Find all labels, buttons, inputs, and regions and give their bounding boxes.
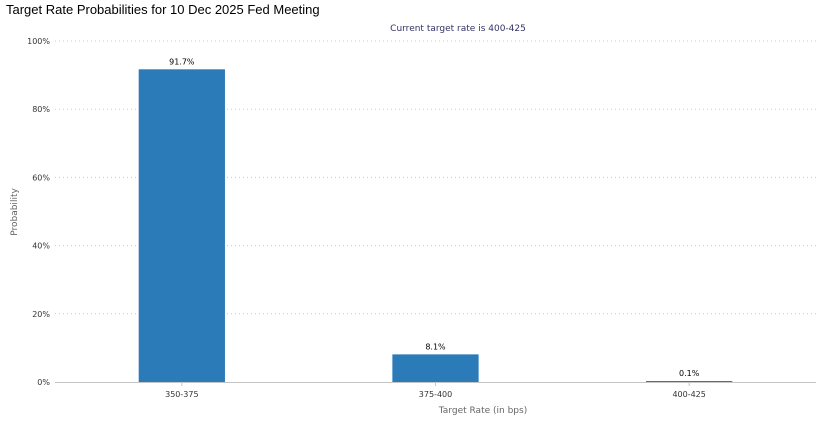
y-tick-label: 0% [37, 378, 50, 387]
bars [138, 69, 733, 382]
chart-title: Target Rate Probabilities for 10 Dec 202… [6, 2, 320, 17]
data-label: 91.7% [169, 57, 195, 66]
x-tick-label: 400-425 [672, 390, 705, 399]
y-tick-label: 20% [32, 310, 50, 319]
y-axis-ticks: 0% 20% 40% 60% 80% 100% [27, 37, 50, 387]
bar-400-425 [646, 381, 733, 382]
x-tick-label: 375-400 [419, 390, 452, 399]
bar-350-375 [138, 69, 225, 382]
data-labels: 91.7% 8.1% 0.1% [169, 57, 700, 378]
data-label: 0.1% [679, 369, 700, 378]
y-axis-title: Probability [10, 188, 20, 236]
data-label: 8.1% [425, 342, 446, 351]
x-axis-title: Target Rate (in bps) [438, 406, 527, 416]
y-tick-label: 100% [27, 37, 50, 46]
y-tick-label: 60% [32, 173, 50, 182]
grid-lines [55, 40, 816, 315]
chart-subtitle: Current target rate is 400-425 [390, 24, 526, 34]
y-tick-label: 80% [32, 105, 50, 114]
x-tick-label: 350-375 [165, 390, 198, 399]
x-axis-ticks: 350-375 375-400 400-425 [165, 382, 706, 399]
bar-375-400 [392, 354, 479, 382]
y-tick-label: 40% [32, 242, 50, 251]
